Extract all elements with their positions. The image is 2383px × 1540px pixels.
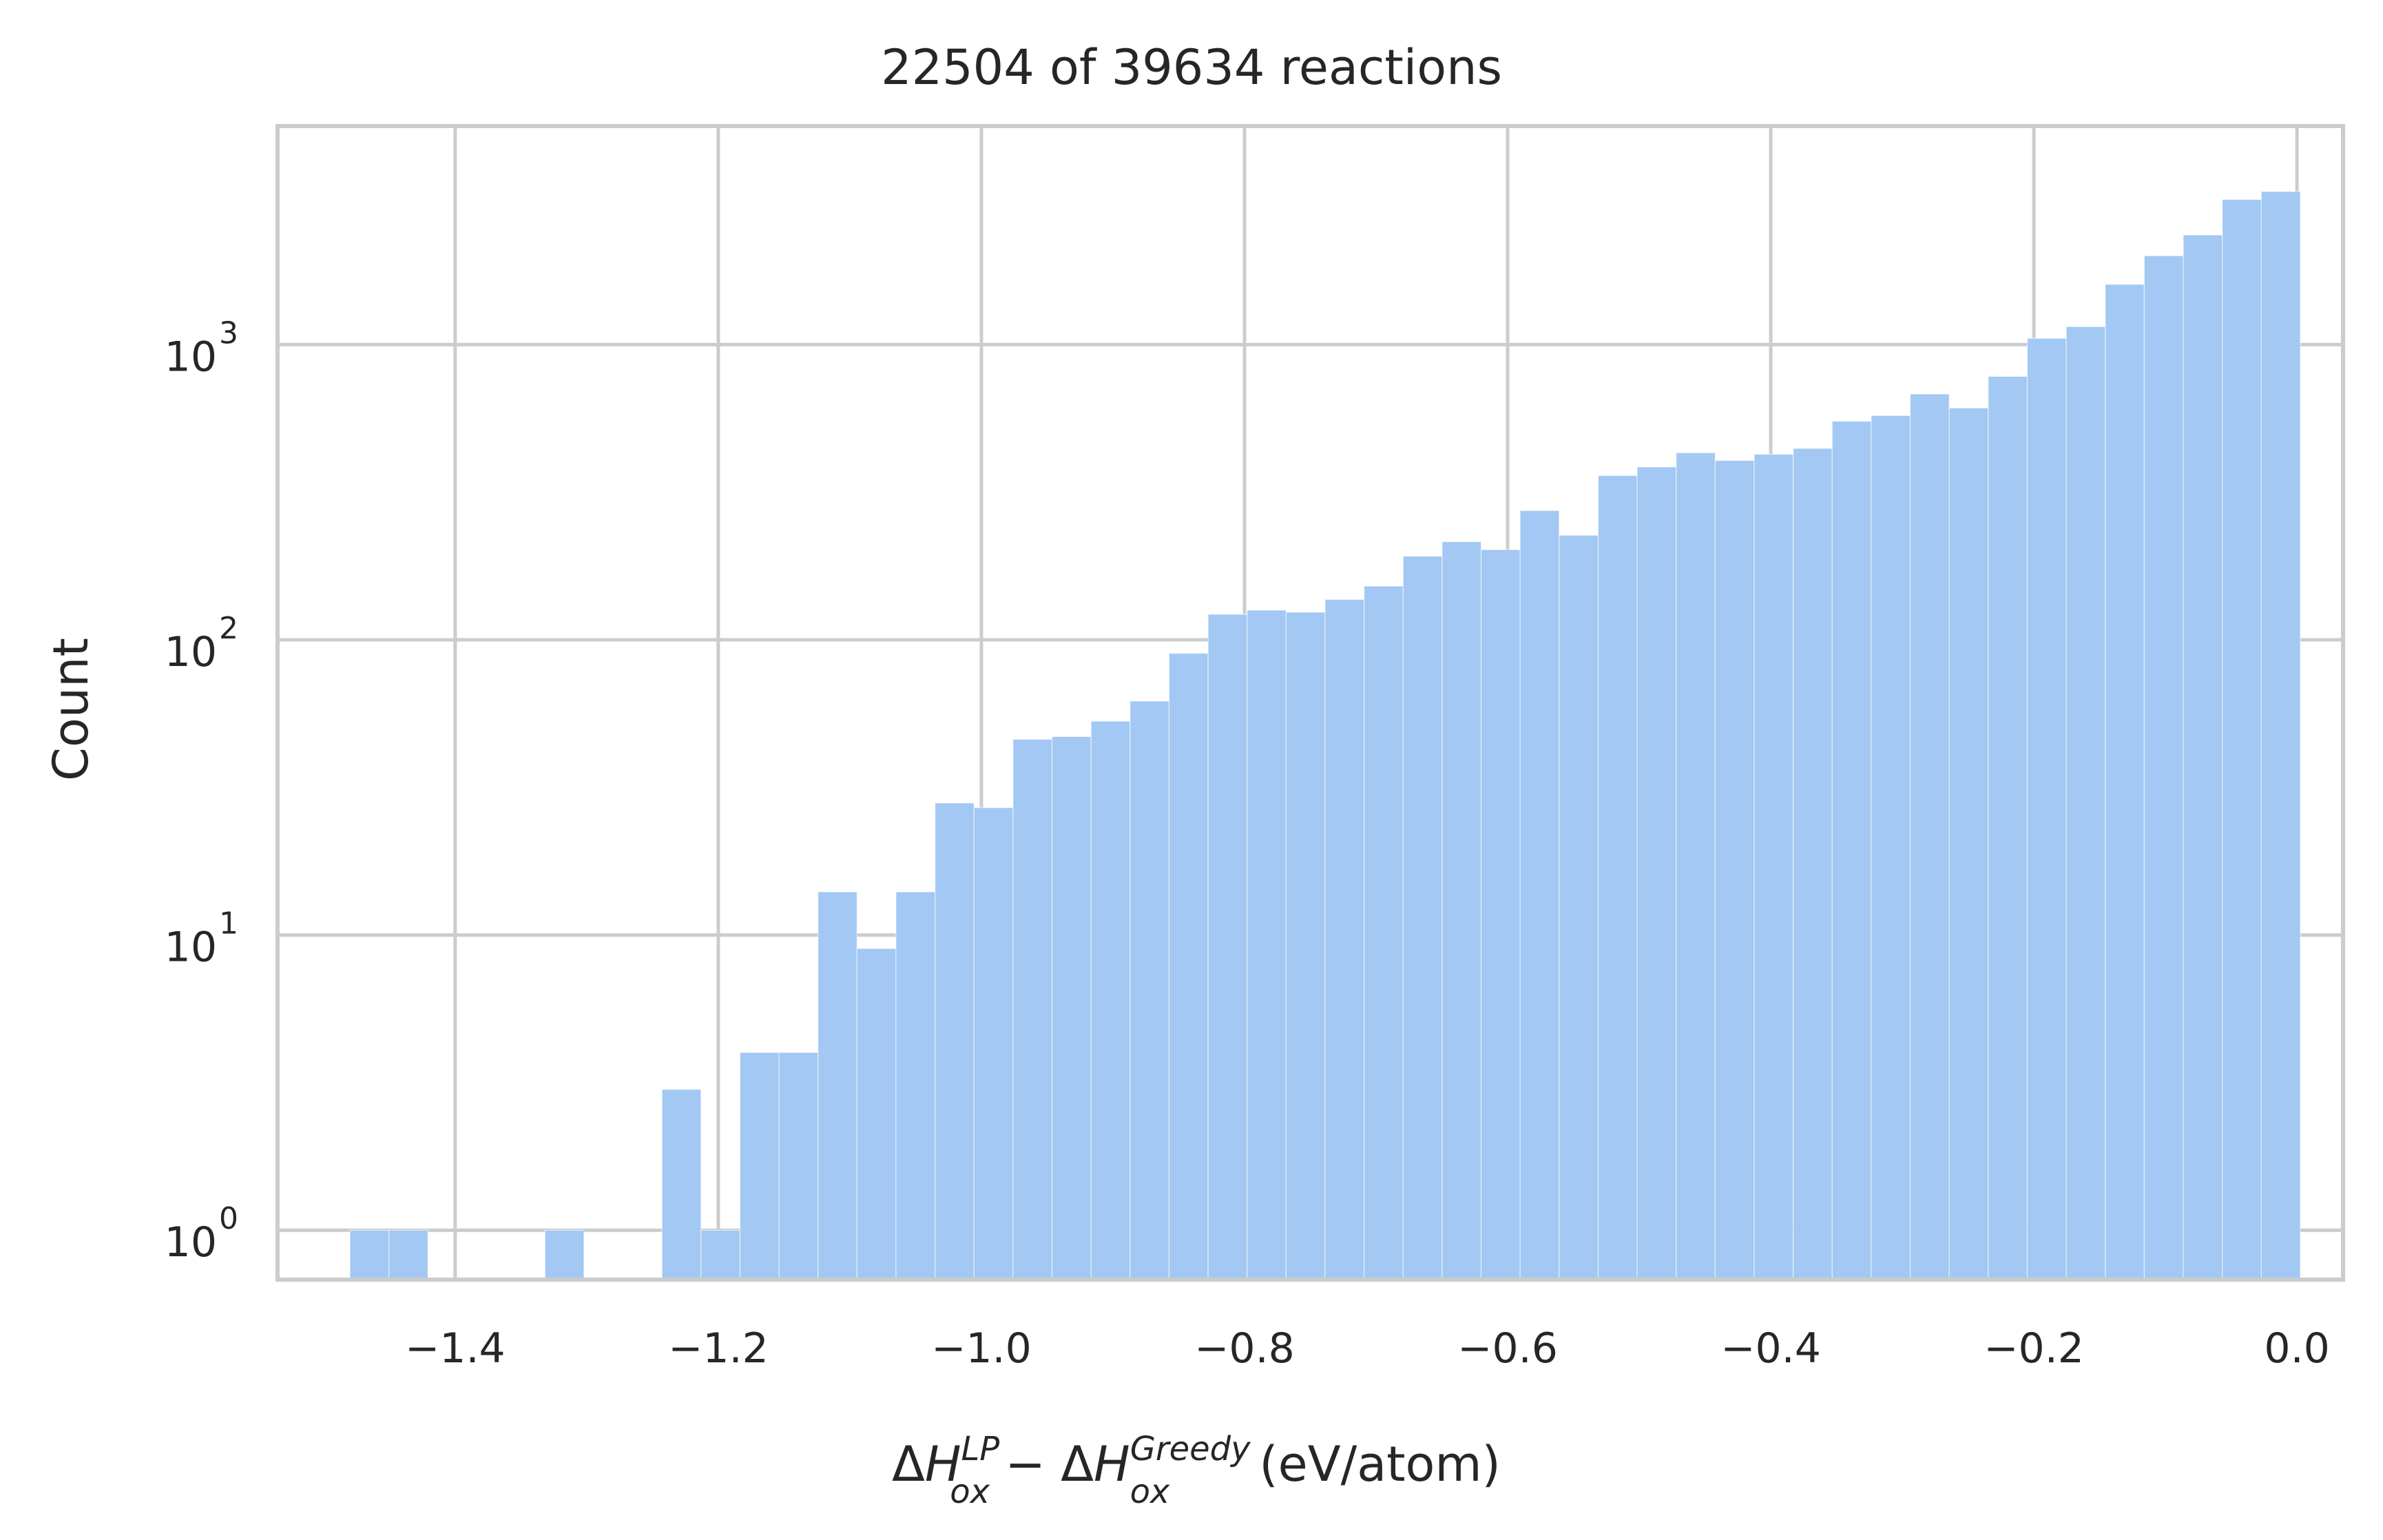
histogram-bar xyxy=(895,891,936,1280)
histogram-bar xyxy=(935,802,975,1280)
histogram-bar xyxy=(973,807,1014,1280)
histogram-bar xyxy=(1831,421,1872,1280)
x-tick-label: −0.6 xyxy=(1457,1324,1558,1373)
x-tick-label: −1.4 xyxy=(405,1324,506,1373)
x-tick-label: −0.8 xyxy=(1194,1324,1295,1373)
histogram-bar xyxy=(739,1052,780,1280)
histogram-bar xyxy=(544,1229,585,1280)
histogram-bar xyxy=(1597,475,1638,1280)
histogram-bar xyxy=(1051,736,1092,1280)
histogram-bar xyxy=(1442,541,1482,1280)
x-tick-label: −0.2 xyxy=(1984,1324,2084,1373)
chart-title: 22504 of 39634 reactions xyxy=(881,39,1502,96)
histogram-bar xyxy=(1519,510,1560,1280)
y-tick-label: 10 xyxy=(165,1218,217,1267)
histogram-bar xyxy=(2183,234,2223,1280)
y-tick-label: 10 xyxy=(165,924,217,972)
y-tick-exponent: 1 xyxy=(219,906,238,941)
histogram-bar xyxy=(1988,375,2028,1280)
histogram-bar xyxy=(1480,549,1521,1280)
y-axis-label: Count xyxy=(43,638,99,781)
y-tick-exponent: 2 xyxy=(219,611,238,646)
histogram-bar xyxy=(1636,466,1677,1280)
histogram-bar xyxy=(700,1229,741,1280)
histogram-bar xyxy=(1948,407,1989,1280)
y-tick-exponent: 3 xyxy=(219,315,238,351)
histogram-bar xyxy=(349,1229,390,1280)
histogram-bar xyxy=(1285,612,1326,1280)
histogram-bar xyxy=(1402,555,1443,1280)
histogram-bar xyxy=(1207,614,1248,1280)
histogram-bar xyxy=(1090,720,1131,1280)
histogram-bar xyxy=(1247,610,1287,1280)
histogram-bar xyxy=(2143,255,2184,1280)
y-tick-label: 10 xyxy=(165,333,217,381)
x-tick-label: −1.0 xyxy=(931,1324,1032,1373)
x-axis-label: ΔHLP ox − ΔHGreedy ox (eV/atom) xyxy=(892,1430,1501,1511)
histogram-bar xyxy=(1168,652,1209,1280)
x-tick-label: −1.2 xyxy=(668,1324,769,1373)
histogram-bar xyxy=(1324,599,1365,1280)
histogram-bar xyxy=(1676,452,1716,1280)
histogram-bars xyxy=(349,191,2301,1280)
x-tick-label: 0.0 xyxy=(2264,1324,2329,1373)
histogram-bar xyxy=(1559,534,1599,1280)
y-tick-exponent: 0 xyxy=(219,1201,238,1236)
histogram-bar xyxy=(388,1229,428,1280)
histogram-bar xyxy=(2065,326,2106,1280)
histogram-bar xyxy=(856,948,897,1280)
histogram-bar xyxy=(2260,191,2301,1280)
histogram-bar xyxy=(818,891,857,1280)
histogram-bar xyxy=(2105,284,2145,1280)
histogram-bar xyxy=(661,1089,702,1280)
plot-frame xyxy=(275,124,2345,1282)
histogram-bar xyxy=(1909,393,1950,1280)
y-tick-label: 10 xyxy=(165,628,217,676)
histogram-bar xyxy=(1012,738,1053,1280)
histogram-bar xyxy=(1871,415,1911,1280)
histogram-bar xyxy=(2222,199,2262,1280)
histogram-bar xyxy=(1364,585,1404,1280)
histogram-bar xyxy=(1714,459,1755,1280)
histogram-bar xyxy=(1130,700,1170,1280)
histogram-bar xyxy=(2026,337,2067,1280)
histogram-bar xyxy=(1754,454,1794,1280)
x-tick-labels: −1.4 −1.2 −1.0 −0.8 −0.6 −0.4 −0.2 0.0 xyxy=(405,1324,2330,1373)
histogram-bar xyxy=(1793,448,1833,1280)
x-tick-label: −0.4 xyxy=(1720,1324,1821,1373)
histogram-bar xyxy=(778,1052,819,1280)
